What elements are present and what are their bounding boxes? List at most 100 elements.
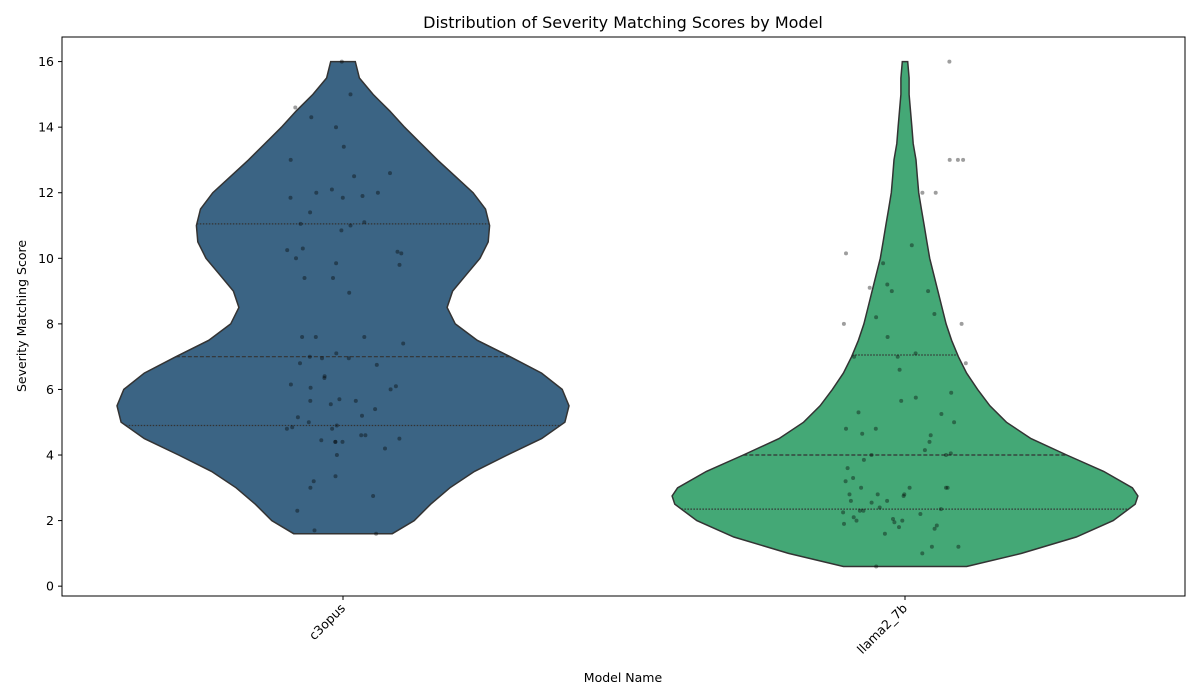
data-point-llama2_7b-70 xyxy=(929,544,934,549)
data-point-c3opus-44 xyxy=(308,385,313,390)
data-point-c3opus-73 xyxy=(374,531,379,536)
plot-frame xyxy=(61,36,1186,597)
y-axis: 0 2 4 6 8 10 12 14 16 xyxy=(38,54,62,594)
data-point-c3opus-51 xyxy=(360,413,364,418)
data-point-c3opus-39 xyxy=(374,362,379,367)
data-point-llama2_7b-21 xyxy=(963,361,968,366)
data-point-c3opus-5 xyxy=(341,144,346,149)
data-point-c3opus-7 xyxy=(388,171,392,176)
data-point-c3opus-19 xyxy=(339,228,344,233)
y-tick-label-8: 8 xyxy=(46,316,54,331)
data-point-c3opus-55 xyxy=(290,425,295,430)
data-point-c3opus-29 xyxy=(347,290,352,295)
data-point-c3opus-3 xyxy=(309,115,314,120)
data-point-c3opus-24 xyxy=(294,256,298,261)
data-point-llama2_7b-56 xyxy=(861,508,866,513)
data-point-llama2_7b-64 xyxy=(842,521,846,526)
data-point-llama2_7b-2 xyxy=(955,157,960,162)
data-point-llama2_7b-14 xyxy=(874,315,879,320)
data-point-llama2_7b-32 xyxy=(928,433,933,438)
data-point-c3opus-4 xyxy=(334,125,338,130)
data-point-c3opus-20 xyxy=(300,246,305,251)
data-point-c3opus-18 xyxy=(348,223,353,228)
data-point-c3opus-8 xyxy=(352,174,357,179)
y-axis-label: Severity Matching Score xyxy=(14,240,29,392)
data-point-llama2_7b-3 xyxy=(947,157,952,162)
data-point-c3opus-16 xyxy=(362,220,367,225)
data-point-c3opus-25 xyxy=(334,261,339,266)
data-point-c3opus-63 xyxy=(340,439,345,444)
data-point-llama2_7b-66 xyxy=(897,525,901,530)
data-point-llama2_7b-39 xyxy=(845,466,850,471)
violins-layer xyxy=(116,60,1139,568)
data-point-llama2_7b-26 xyxy=(856,410,861,415)
data-point-c3opus-69 xyxy=(308,485,313,490)
data-point-llama2_7b-13 xyxy=(932,312,937,316)
data-point-llama2_7b-28 xyxy=(952,420,957,425)
data-point-c3opus-42 xyxy=(288,382,293,387)
data-point-c3opus-62 xyxy=(333,439,338,444)
data-point-c3opus-61 xyxy=(319,438,324,443)
data-point-c3opus-40 xyxy=(322,374,327,379)
data-point-llama2_7b-17 xyxy=(885,335,890,339)
data-point-llama2_7b-43 xyxy=(944,485,948,490)
data-point-c3opus-45 xyxy=(388,387,393,392)
data-point-c3opus-60 xyxy=(397,436,402,441)
data-point-llama2_7b-20 xyxy=(852,354,857,359)
data-point-llama2_7b-62 xyxy=(900,518,905,523)
data-point-c3opus-54 xyxy=(334,423,339,428)
data-point-llama2_7b-7 xyxy=(844,251,848,256)
data-point-llama2_7b-16 xyxy=(841,321,846,326)
data-point-c3opus-64 xyxy=(333,439,338,444)
data-point-llama2_7b-11 xyxy=(889,289,894,294)
data-point-c3opus-41 xyxy=(322,376,327,380)
data-point-c3opus-9 xyxy=(329,187,334,192)
data-point-c3opus-14 xyxy=(340,195,345,200)
data-point-llama2_7b-47 xyxy=(847,492,852,497)
data-point-llama2_7b-31 xyxy=(860,431,865,436)
data-point-c3opus-70 xyxy=(371,494,376,498)
y-tick-label-6: 6 xyxy=(46,382,54,397)
data-point-llama2_7b-59 xyxy=(851,515,856,520)
y-tick-label-10: 10 xyxy=(38,251,54,266)
violin-llama2_7b xyxy=(671,60,1139,568)
data-point-llama2_7b-41 xyxy=(843,479,848,484)
x-tick-label-llama2_7b: llama2_7b xyxy=(854,600,910,656)
data-point-llama2_7b-33 xyxy=(927,439,932,444)
data-point-c3opus-71 xyxy=(295,508,300,513)
y-tick-label-16: 16 xyxy=(38,54,54,69)
data-point-c3opus-1 xyxy=(348,92,353,97)
data-point-c3opus-68 xyxy=(311,479,316,484)
data-point-llama2_7b-8 xyxy=(881,261,886,266)
data-point-llama2_7b-10 xyxy=(867,285,872,290)
x-axis-label: Model Name xyxy=(584,670,663,685)
data-point-c3opus-53 xyxy=(306,420,311,425)
data-point-c3opus-26 xyxy=(397,262,402,267)
data-point-c3opus-6 xyxy=(288,157,293,162)
data-point-llama2_7b-61 xyxy=(854,518,859,523)
data-point-c3opus-21 xyxy=(285,248,290,253)
data-point-c3opus-48 xyxy=(353,398,358,403)
data-point-c3opus-49 xyxy=(328,402,333,407)
data-point-c3opus-33 xyxy=(401,341,406,346)
quartile-lines-layer xyxy=(125,223,1129,510)
data-point-c3opus-59 xyxy=(359,433,364,438)
data-point-llama2_7b-30 xyxy=(844,426,848,431)
points-layer xyxy=(284,59,968,569)
data-point-c3opus-37 xyxy=(320,356,324,361)
data-point-llama2_7b-35 xyxy=(948,451,953,456)
data-point-llama2_7b-23 xyxy=(949,390,954,395)
data-point-llama2_7b-60 xyxy=(891,517,895,521)
data-point-llama2_7b-24 xyxy=(913,395,918,400)
data-point-llama2_7b-0 xyxy=(947,59,952,64)
data-point-llama2_7b-55 xyxy=(857,508,862,513)
data-point-llama2_7b-25 xyxy=(899,398,904,403)
data-point-c3opus-56 xyxy=(284,426,289,431)
data-point-c3opus-11 xyxy=(375,190,380,195)
data-point-llama2_7b-19 xyxy=(895,354,900,359)
data-point-c3opus-46 xyxy=(337,397,342,402)
y-tick-label-2: 2 xyxy=(46,513,54,528)
data-point-llama2_7b-67 xyxy=(932,526,937,531)
violin-c3opus xyxy=(116,60,570,535)
data-point-llama2_7b-57 xyxy=(841,510,846,515)
